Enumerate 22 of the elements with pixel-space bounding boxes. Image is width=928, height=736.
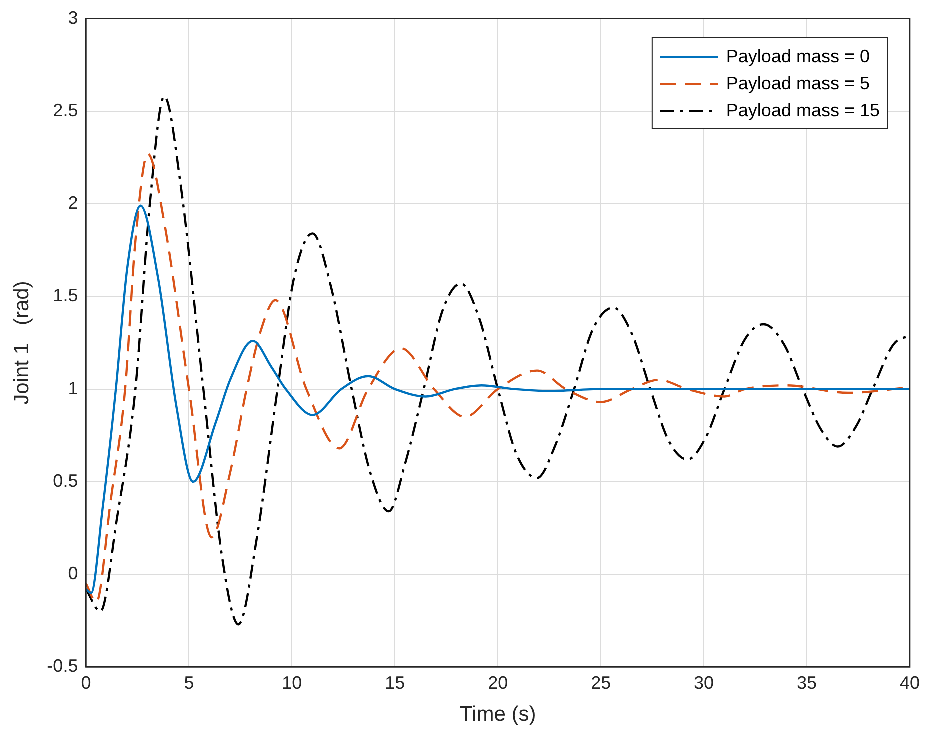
y-axis-title: Joint 1 (rad) — [10, 281, 34, 405]
x-tick-label: 0 — [81, 672, 92, 693]
x-tick-label: 40 — [900, 672, 920, 693]
y-tick-label: 0.5 — [53, 470, 78, 491]
y-tick-label: 1 — [68, 378, 78, 398]
x-tick-label: 5 — [184, 672, 194, 693]
legend-label: Payload mass = 0 — [726, 46, 870, 66]
legend-label: Payload mass = 15 — [726, 100, 880, 120]
x-tick-label: 15 — [385, 672, 406, 693]
x-tick-label: 20 — [488, 672, 508, 693]
y-tick-label: 2.5 — [53, 100, 78, 120]
x-tick-label: 25 — [591, 672, 612, 693]
legend-label: Payload mass = 5 — [726, 73, 870, 94]
x-tick-label: 10 — [282, 672, 302, 693]
x-axis-title: Time (s) — [460, 703, 536, 726]
y-tick-label: 0 — [68, 564, 78, 584]
x-tick-label: 30 — [694, 672, 714, 693]
x-tick-label: 35 — [797, 672, 818, 693]
y-tick-label: -0.5 — [47, 656, 78, 676]
y-tick-label: 3 — [68, 8, 78, 28]
y-tick-label: 1.5 — [53, 286, 78, 306]
y-tick-label: 2 — [68, 193, 78, 214]
